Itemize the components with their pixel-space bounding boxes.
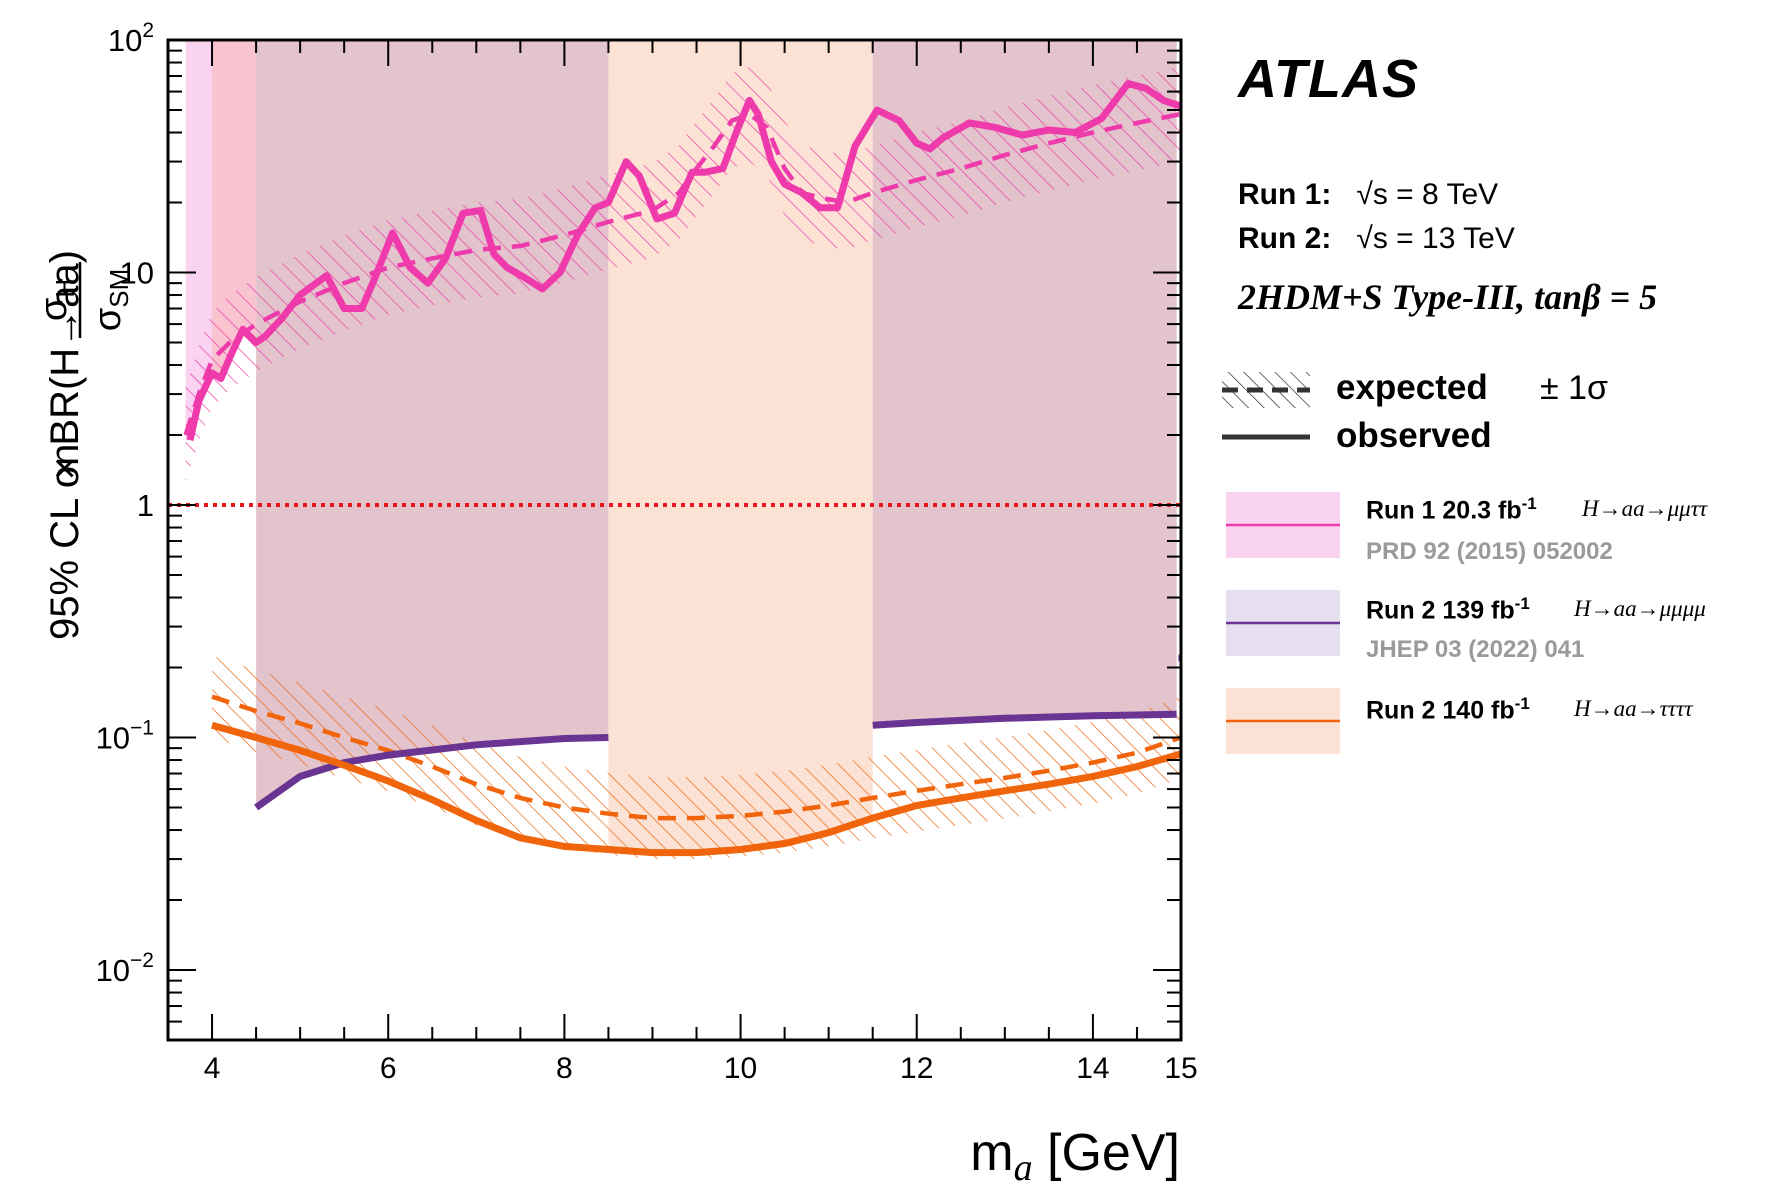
- legend-run1-reference: PRD 92 (2015) 052002: [1366, 538, 1613, 565]
- legend-graphics: [1222, 372, 1340, 754]
- plot-frame: [166, 38, 1183, 1042]
- y-tick-label: 10−1: [96, 717, 154, 756]
- observed-line-run2-mumumumu-0: [254, 734, 609, 811]
- expected-band-run1: [185, 66, 1181, 483]
- x-tick-label: 6: [380, 1052, 397, 1085]
- y-label-prefix: 95% CL on: [43, 444, 87, 640]
- x-tick-label: 12: [900, 1052, 933, 1085]
- expected-line-run1: [183, 111, 1181, 436]
- model-label: 2HDM+S Type-III, tanβ = 5: [1238, 277, 1658, 317]
- y-label-num: σ: [33, 298, 75, 321]
- x-tick-label: 15: [1164, 1052, 1197, 1085]
- x-tick-label: 10: [724, 1052, 757, 1085]
- y-label-den: σ: [87, 308, 129, 331]
- legend-observed-label: observed: [1336, 416, 1492, 455]
- expected-line-run2_tautautautau: [211, 694, 1181, 821]
- observed-line-run2-mumumumu-1: [872, 710, 1177, 729]
- run1-info: Run 1: √s = 8 TeV: [1238, 178, 1499, 211]
- plot-border: [166, 38, 1183, 1042]
- x-tick-label: 4: [204, 1052, 221, 1085]
- observed-line-run2-tautautautau: [211, 721, 1181, 857]
- y-tick-label: 10: [120, 256, 154, 291]
- experiment-label: ATLAS: [1238, 49, 1419, 109]
- svg-text:σSM: σSM: [87, 269, 134, 331]
- legend-run2-tau-name: Run 2 140 fb-1: [1366, 694, 1530, 725]
- svg-text:σH: σH: [33, 279, 80, 321]
- legend-run2-mumu-process: H→aa→μμμμ: [1574, 596, 1706, 621]
- y-tick-label: 102: [108, 19, 154, 58]
- legend-expected-label: expected: [1336, 368, 1488, 407]
- legend-run2-mumu-reference: JHEP 03 (2022) 041: [1366, 636, 1585, 663]
- run2-info: Run 2: √s = 13 TeV: [1238, 222, 1515, 255]
- x-tick-label: 14: [1076, 1052, 1109, 1085]
- legend-run1-process: H→aa→μμττ: [1582, 496, 1708, 521]
- x-tick-label: 8: [556, 1052, 573, 1085]
- y-label-num-sub: H: [50, 279, 80, 298]
- limit-curves: [168, 80, 1181, 857]
- y-axis-label: 95% CL on σH σSM × BR(H→aa): [33, 250, 134, 640]
- legend-run2-mumu-name: Run 2 139 fb-1: [1366, 594, 1530, 625]
- legend-pm-sigma: ± 1σ: [1540, 369, 1608, 407]
- axis-ticks: 4 6 8 10 12 14 15 102 10 1 10−1 10−2: [96, 19, 1198, 1085]
- y-label-den-sub: SM: [104, 269, 134, 308]
- legend-run1-name: Run 1 20.3 fb-1: [1366, 494, 1537, 525]
- x-axis-label: ma [GeV]: [970, 1124, 1180, 1189]
- y-tick-label: 1: [137, 488, 154, 523]
- y-label-suffix: × BR(H→aa): [43, 250, 87, 480]
- observed-line-run1: [186, 80, 1181, 441]
- legend-run2-tau-process: H→aa→ττττ: [1574, 696, 1693, 721]
- y-tick-label: 10−2: [96, 949, 154, 988]
